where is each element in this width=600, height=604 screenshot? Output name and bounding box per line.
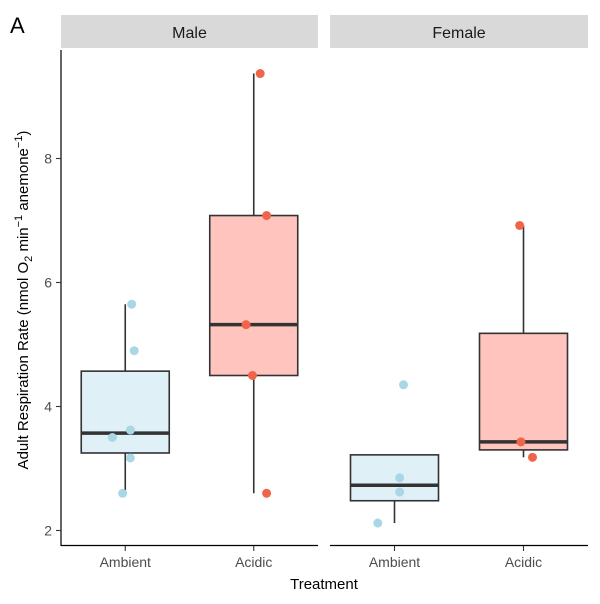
data-point [516, 437, 526, 447]
x-axis-ticks: Ambient Acidic Ambient Acidic [100, 546, 542, 570]
data-point [515, 220, 525, 230]
facet-label-male: Male [172, 25, 207, 42]
data-point [262, 488, 272, 498]
data-point [395, 473, 405, 483]
data-point [255, 69, 265, 79]
y-tick-label: 8 [44, 151, 52, 167]
y-axis-ticks: 2 4 6 8 [44, 151, 61, 539]
y-axis-title: Adult Respiration Rate (nmol O2 min−1 an… [13, 131, 35, 470]
y-tick-label: 4 [44, 399, 52, 415]
facet-strip-female [330, 15, 588, 48]
data-point [241, 320, 251, 330]
boxplot-marks [80, 69, 569, 528]
x-tick-label: Acidic [235, 554, 272, 570]
data-point [395, 487, 405, 497]
data-point [125, 453, 135, 463]
data-point [118, 488, 128, 498]
y-tick-label: 2 [44, 523, 52, 539]
data-point [127, 299, 137, 309]
data-point [129, 346, 139, 356]
box [208, 214, 299, 377]
data-point [247, 371, 257, 380]
facet-label-female: Female [432, 25, 485, 42]
data-point [527, 452, 537, 462]
x-tick-label: Ambient [100, 554, 151, 570]
x-tick-label: Acidic [505, 554, 542, 570]
facet-strip-male [61, 15, 318, 48]
data-point [373, 518, 383, 528]
y-tick-label: 6 [44, 275, 52, 291]
data-point [125, 425, 135, 435]
box [80, 370, 171, 454]
data-point [398, 380, 408, 390]
x-tick-label: Ambient [369, 554, 420, 570]
x-axis-title: Treatment [290, 576, 359, 593]
box [349, 454, 440, 502]
data-point [262, 211, 272, 221]
data-point [107, 433, 117, 442]
panel-tag: A [10, 13, 25, 38]
box [478, 332, 569, 451]
